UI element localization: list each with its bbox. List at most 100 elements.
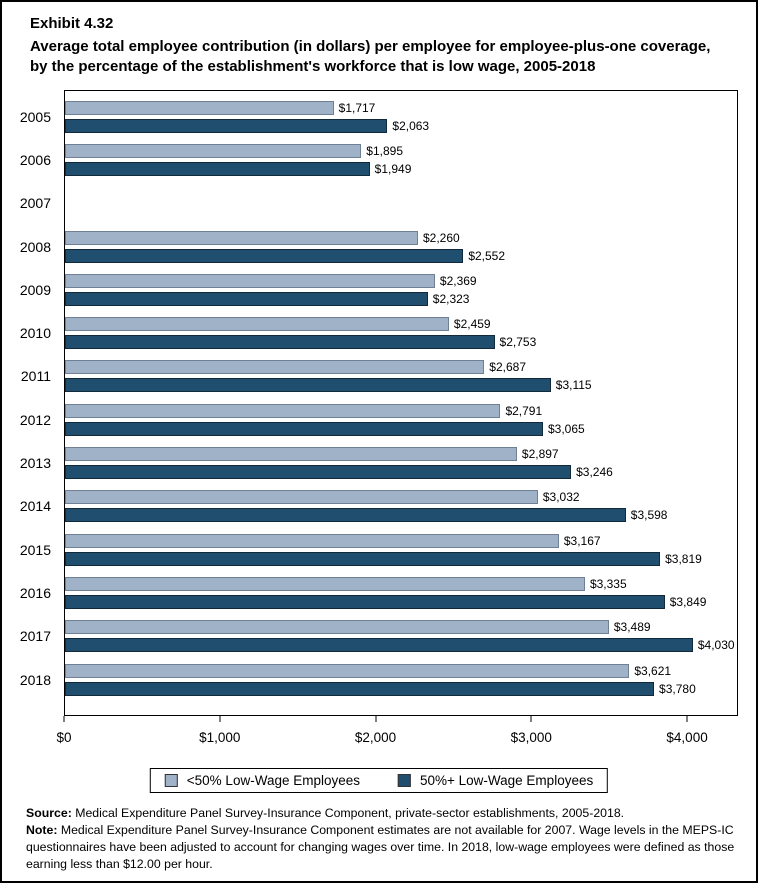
bar-row: $2,063 (65, 118, 737, 133)
legend-swatch-light (164, 774, 178, 787)
legend-swatch-dark (398, 774, 411, 787)
bar-row: $2,791 (65, 403, 737, 418)
x-axis-tick-label: $1,000 (199, 730, 241, 745)
bar-light-2017 (65, 620, 609, 635)
bar-dark-2006 (65, 161, 370, 176)
legend-label-dark: 50%+ Low-Wage Employees (420, 773, 594, 788)
year-label-2008: 2008 (19, 238, 51, 255)
bar-group-2015: $3,167 $3,819 (65, 528, 737, 571)
title-block: Exhibit 4.32 Average total employee cont… (30, 14, 720, 76)
note-label: Note: (26, 822, 58, 837)
year-label-2018: 2018 (19, 671, 51, 688)
bar-dark-2016 (65, 594, 665, 609)
bar-dark-2014 (65, 508, 626, 523)
bar-value-label: $3,621 (634, 663, 672, 678)
exhibit-number: Exhibit 4.32 (30, 15, 114, 32)
bar-group-2006: $1,895 $1,949 (65, 138, 737, 181)
year-label-2006: 2006 (19, 151, 51, 168)
x-axis-tick (219, 716, 221, 722)
bar-value-label: $2,260 (422, 230, 460, 245)
bar-row: $2,753 (65, 335, 737, 350)
year-label-2007: 2007 (19, 195, 51, 212)
bar-light-2005 (65, 100, 334, 115)
chart-title: Average total employee contribution (in … (30, 38, 711, 75)
bar-light-2006 (65, 143, 362, 158)
bar-light-2009 (65, 273, 435, 288)
bar-group-2009: $2,369 $2,323 (65, 268, 737, 311)
bar-row: $1,717 (65, 100, 737, 115)
bar-dark-2005 (65, 118, 388, 133)
bar-dark-2013 (65, 465, 572, 480)
legend-item-low: <50% Low-Wage Employees (164, 773, 360, 788)
bar-value-label: $3,246 (576, 465, 613, 480)
x-axis-tick (63, 716, 65, 722)
bar-row: $2,260 (65, 230, 737, 245)
bar-light-2016 (65, 576, 585, 591)
bar-group-2014: $3,032 $3,598 (65, 485, 737, 528)
x-axis: $0 $1,000 $2,000 $3,000 $4,000 (56, 716, 738, 754)
year-label-2011: 2011 (20, 368, 51, 385)
bar-group-2007 (65, 182, 737, 225)
bar-dark-2015 (65, 551, 661, 566)
bar-value-label: $2,687 (489, 360, 526, 375)
bar-value-label: $2,897 (521, 447, 559, 462)
bar-row: $3,489 (65, 620, 737, 635)
bar-row: $3,598 (65, 508, 737, 523)
bar-row: $3,032 (65, 490, 737, 505)
bar-row: $3,819 (65, 551, 737, 566)
bar-dark-2018 (65, 681, 655, 696)
source-label: Source: (26, 806, 72, 820)
year-axis: 2005 2006 2007 2008 2009 2010 2011 2012 2013 2014… (2, 90, 64, 716)
legend-item-high: 50%+ Low-Wage Employees (398, 773, 593, 788)
year-label-2013: 2013 (19, 455, 51, 472)
year-label-2017: 2017 (19, 628, 51, 645)
bar-row: $3,849 (65, 594, 737, 609)
bar-row: $3,335 (65, 576, 737, 591)
bar-row: $1,895 (65, 143, 737, 158)
bar-value-label: $1,895 (366, 143, 403, 158)
year-label-2009: 2009 (19, 281, 51, 298)
year-label-2012: 2012 (19, 411, 51, 428)
bar-value-label: $3,115 (555, 378, 592, 393)
bar-dark-2009 (65, 291, 428, 306)
bar-row: $3,167 (65, 533, 737, 548)
bar-group-2011: $2,687 $3,115 (65, 355, 737, 398)
bar-value-label: $2,063 (392, 118, 430, 133)
bar-row: $3,621 (65, 663, 737, 678)
bar-value-label: $2,791 (505, 403, 543, 418)
bar-value-label: $3,032 (542, 490, 580, 505)
bar-row: $3,246 (65, 465, 737, 480)
legend: <50% Low-Wage Employees 50%+ Low-Wage Em… (149, 768, 609, 793)
bar-row: $2,323 (65, 291, 737, 306)
bar-value-label: $2,369 (439, 273, 477, 288)
bar-light-2015 (65, 533, 559, 548)
bar-row: $2,459 (65, 317, 737, 332)
source-text: Medical Expenditure Panel Survey-Insuran… (71, 806, 625, 820)
plot-area: $1,717 $2,063 $1,895 $1,949 $2,260 $2,552 $2,3… (64, 90, 738, 716)
bar-row: $3,115 (65, 378, 737, 393)
bar-light-2008 (65, 230, 418, 245)
year-label-2010: 2010 (19, 325, 51, 342)
bar-value-label: $2,753 (499, 335, 537, 350)
bar-row: $2,897 (65, 447, 737, 462)
bar-group-2018: $3,621 $3,780 (65, 658, 737, 701)
bar-row (65, 187, 737, 201)
bar-light-2018 (65, 663, 630, 678)
note-line: Note: Medical Expenditure Panel Survey-I… (26, 822, 740, 873)
bar-light-2010 (65, 317, 449, 332)
bar-group-2005: $1,717 $2,063 (65, 95, 737, 138)
bar-value-label: $3,167 (563, 533, 601, 548)
bar-dark-2010 (65, 335, 495, 350)
year-label-2005: 2005 (19, 108, 51, 125)
bar-group-2013: $2,897 $3,246 (65, 441, 737, 484)
year-label-2014: 2014 (19, 498, 51, 515)
bar-group-2010: $2,459 $2,753 (65, 311, 737, 354)
note-text: Medical Expenditure Panel Survey-Insuran… (26, 822, 735, 871)
x-axis-tick-label: $2,000 (354, 730, 397, 745)
bar-row: $2,369 (65, 273, 737, 288)
bar-group-2012: $2,791 $3,065 (65, 398, 737, 441)
x-axis-tick-label: $0 (56, 730, 72, 745)
bar-value-label: $3,780 (659, 681, 696, 696)
bar-light-2012 (65, 403, 501, 418)
